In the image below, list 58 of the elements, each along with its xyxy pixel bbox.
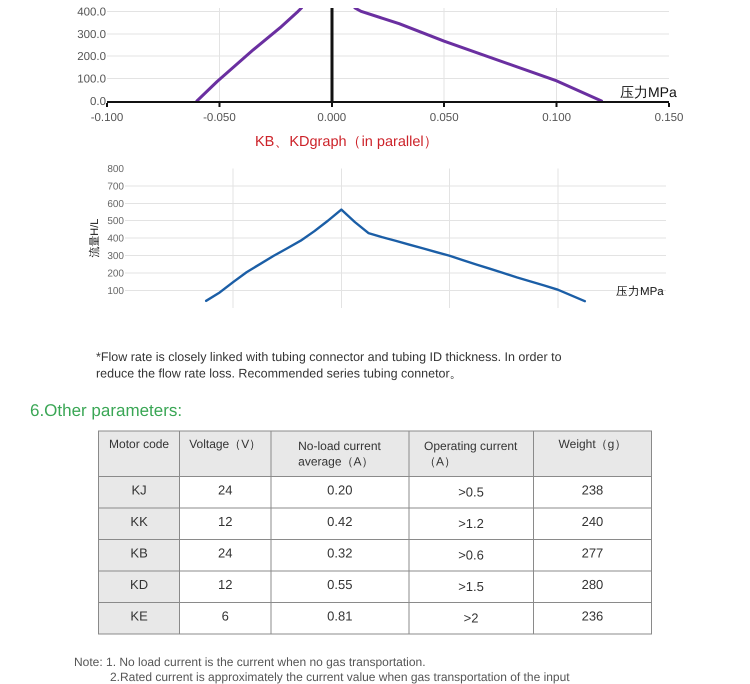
text: 12 (218, 514, 232, 529)
text: 240 (582, 514, 604, 529)
category-label: KJ (131, 482, 147, 498)
y-tick-label: 100 (107, 286, 124, 297)
text: 280 (582, 576, 604, 592)
text: 24 (218, 482, 232, 498)
text: >2 (464, 610, 478, 626)
x-axis-title: 压力MPa (616, 285, 664, 298)
category-label: Weight（g） (558, 437, 626, 451)
chart-title: KB、KDgraph（in parallel） (255, 134, 439, 150)
text: 277 (582, 545, 604, 560)
text: 6 (222, 608, 229, 624)
text: Motor code (109, 437, 170, 451)
category-label: KD (130, 576, 148, 592)
x-tick-label: -0.100 (90, 112, 124, 124)
category-label: Voltage（V） (189, 437, 262, 451)
x-tick-label: -0.050 (203, 112, 236, 124)
y-tick-label: 800 (107, 164, 124, 175)
text: >0.6 (458, 548, 484, 563)
y-tick-label: 100.0 (77, 74, 106, 86)
text: 236 (582, 608, 604, 624)
x-tick-label: 0.050 (430, 112, 459, 124)
text: 2.Rated current is approximately the current value when gas transportation of the input (110, 670, 570, 684)
y-tick-label: 400 (107, 234, 124, 245)
category-label: KK (130, 514, 148, 529)
text: >1.2 (458, 516, 484, 532)
category-label: No-load current average（A） (298, 439, 382, 469)
category-label: KB (130, 545, 148, 560)
category-label: Operating current（A） (424, 439, 518, 469)
x-tick-label: 0.100 (542, 112, 571, 124)
y-tick-label: 0.0 (90, 96, 106, 108)
text: 12 (218, 576, 232, 592)
y-tick-label: 200.0 (77, 51, 106, 64)
text: >0.5 (458, 484, 484, 500)
text: 0.32 (327, 545, 352, 560)
x-axis-title: 压力MPa (620, 84, 677, 100)
category-label: KE (130, 608, 148, 624)
text: 24 (218, 545, 232, 560)
y-tick-label: 400.0 (77, 6, 106, 18)
y-tick-label: 300 (107, 251, 124, 262)
x-tick-label: 0.150 (654, 112, 684, 124)
y-tick-label: 600 (107, 198, 124, 210)
text: Note: 1. No load current is the current when no gas transportation. (74, 655, 426, 669)
y-tick-label: 700 (107, 181, 124, 192)
text: >1.5 (458, 579, 484, 594)
y-tick-label: 200 (107, 268, 124, 280)
text: 0.20 (327, 482, 352, 498)
text: 6.Other parameters: (30, 401, 182, 420)
y-tick-label: 500 (107, 216, 124, 228)
text: *Flow rate is closely linked with tubing connector and tubing ID thickness. In order to reduce the flow rate loss. Recommended series tubing connetor。 (96, 350, 562, 380)
text: 0.42 (327, 514, 352, 529)
text: 0.81 (327, 608, 352, 624)
text: 0.55 (327, 576, 352, 592)
text: 238 (582, 482, 604, 498)
y-axis-title: 流量H/L (88, 218, 101, 258)
line-series (204, 208, 586, 302)
x-tick-label: 0.000 (317, 112, 346, 124)
y-tick-label: 300.0 (77, 28, 106, 41)
